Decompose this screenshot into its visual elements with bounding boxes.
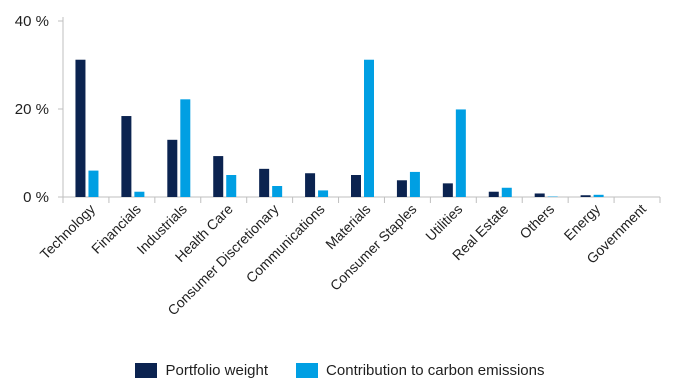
legend-item-portfolio-weight: Portfolio weight xyxy=(135,362,268,379)
bar-contribution-to-carbon-emissions xyxy=(318,190,329,197)
x-tick-label: Consumer Staples xyxy=(327,201,420,294)
y-tick-labels: 0 % 20 % 40 % xyxy=(15,13,49,206)
bar-portfolio-weight xyxy=(534,193,545,197)
bar-contribution-to-carbon-emissions xyxy=(409,171,420,197)
bar-contribution-to-carbon-emissions xyxy=(180,99,191,197)
y-tick-label: 0 % xyxy=(23,189,49,206)
bars xyxy=(75,59,604,197)
bar-contribution-to-carbon-emissions xyxy=(364,59,374,197)
x-tick-label: Others xyxy=(516,201,557,242)
bar-contribution-to-carbon-emissions xyxy=(593,194,604,197)
bar-contribution-to-carbon-emissions xyxy=(134,191,145,197)
x-tick-label: Technology xyxy=(37,201,98,262)
bar-portfolio-weight xyxy=(488,191,499,197)
bar-portfolio-weight xyxy=(259,168,270,197)
bar-portfolio-weight xyxy=(167,139,178,197)
y-tick-label: 20 % xyxy=(15,101,49,118)
bar-portfolio-weight xyxy=(351,175,361,197)
legend-swatch-portfolio-weight xyxy=(135,363,158,378)
bar-portfolio-weight xyxy=(121,116,132,197)
legend: Portfolio weight Contribution to carbon … xyxy=(0,362,680,379)
bar-contribution-to-carbon-emissions xyxy=(88,170,99,197)
legend-swatch-carbon-emissions xyxy=(296,363,319,378)
bar-portfolio-weight xyxy=(75,59,86,197)
bar-portfolio-weight xyxy=(396,180,407,197)
legend-item-carbon-emissions: Contribution to carbon emissions xyxy=(296,362,545,379)
x-tick-label: Communications xyxy=(243,201,328,286)
legend-label-carbon-emissions: Contribution to carbon emissions xyxy=(326,362,545,379)
bar-contribution-to-carbon-emissions xyxy=(226,175,237,197)
bar-contribution-to-carbon-emissions xyxy=(501,187,512,197)
x-tick-label: Energy xyxy=(561,201,604,244)
x-tick-label: Utilities xyxy=(422,201,465,244)
bar-portfolio-weight xyxy=(305,173,316,197)
bar-portfolio-weight xyxy=(213,156,224,197)
bar-portfolio-weight xyxy=(442,183,453,197)
y-tick-label: 40 % xyxy=(15,13,49,30)
legend-label-portfolio-weight: Portfolio weight xyxy=(165,362,269,379)
bar-portfolio-weight xyxy=(580,195,591,197)
bar-contribution-to-carbon-emissions xyxy=(455,109,466,197)
bar-contribution-to-carbon-emissions xyxy=(272,186,283,197)
axes xyxy=(58,17,661,203)
